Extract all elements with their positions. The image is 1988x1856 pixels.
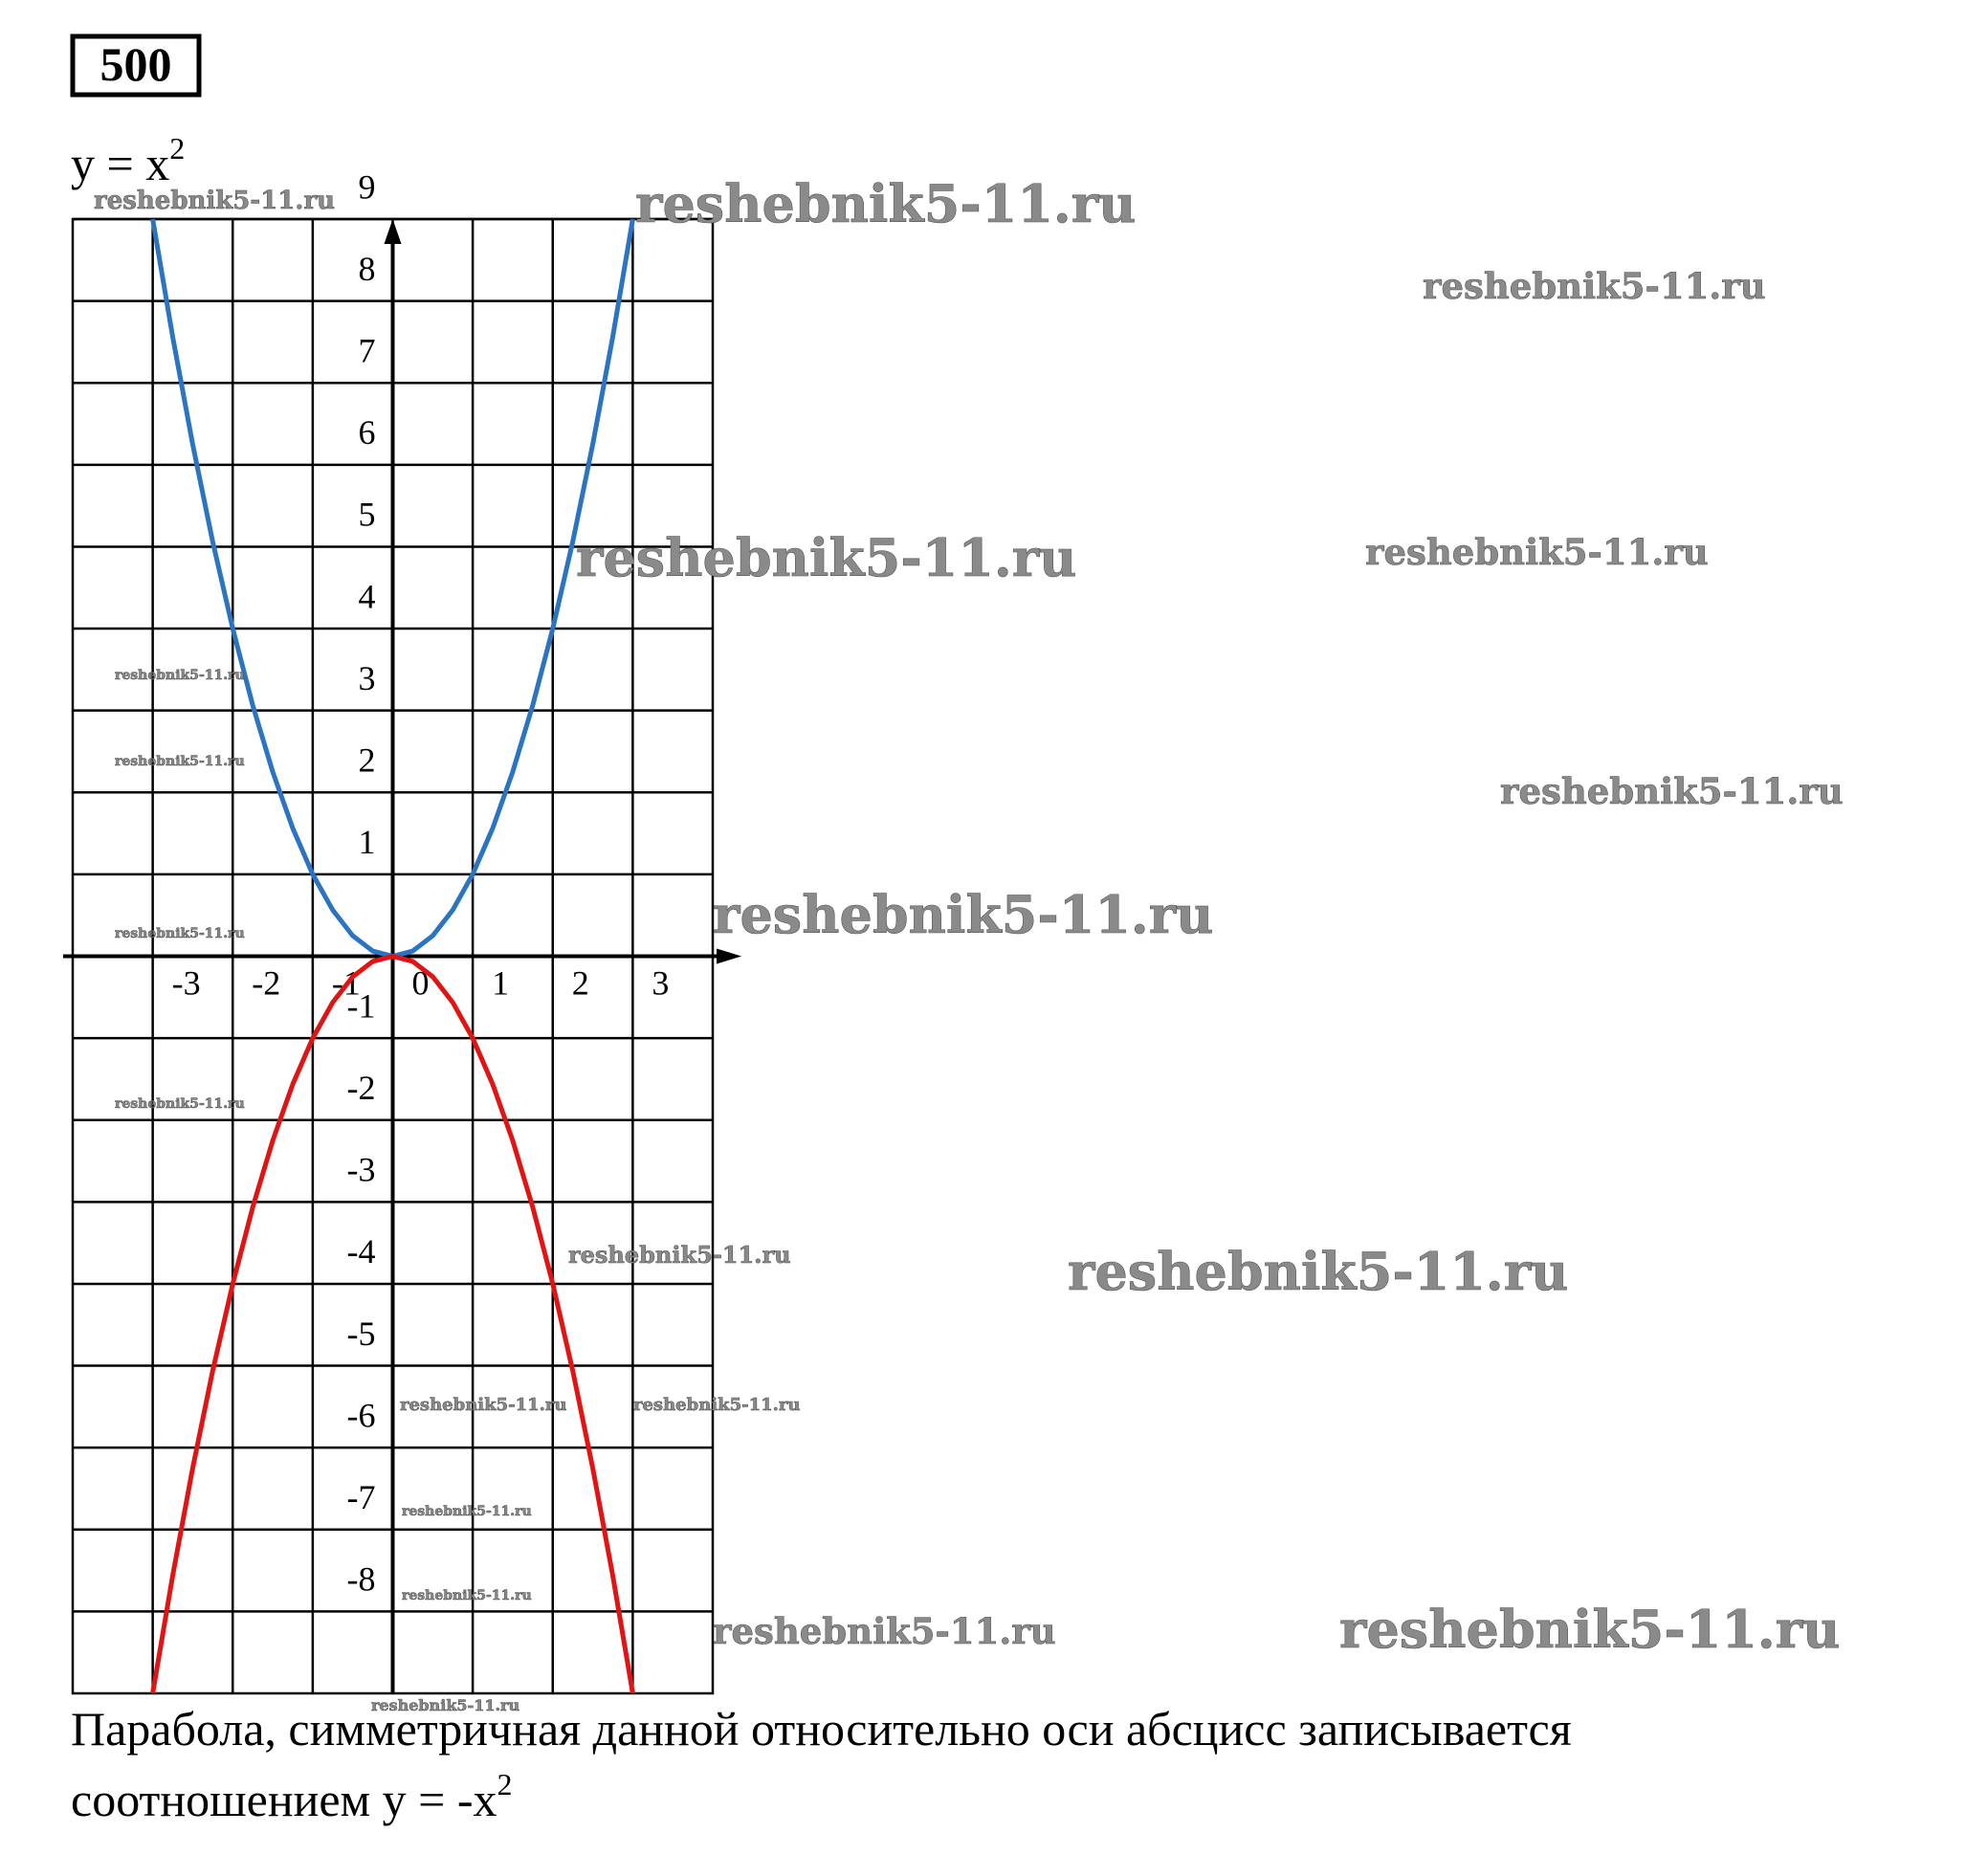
caption-text: соотношением y = -x	[71, 1773, 497, 1826]
watermark: reshebnik5-11.ru	[115, 1096, 245, 1112]
y-tick-label: 1	[359, 823, 376, 861]
y-tick-label: 7	[359, 331, 376, 369]
watermark: reshebnik5-11.ru	[115, 754, 245, 769]
watermark: reshebnik5-11.ru	[400, 1395, 566, 1415]
watermark: reshebnik5-11.ru	[1365, 531, 1709, 573]
watermark: reshebnik5-11.ru	[568, 1241, 791, 1269]
y-tick-label: -6	[347, 1396, 376, 1434]
watermark: reshebnik5-11.ru	[94, 187, 335, 215]
y-tick-label: -1	[347, 986, 376, 1025]
y-axis-arrow	[384, 219, 402, 244]
watermark: reshebnik5-11.ru	[633, 1395, 800, 1415]
watermark: reshebnik5-11.ru	[1339, 1599, 1840, 1660]
watermark: reshebnik5-11.ru	[635, 173, 1136, 234]
y-tick-label: -3	[347, 1151, 376, 1189]
watermark: reshebnik5-11.ru	[402, 1504, 532, 1519]
x-tick-label: 2	[572, 964, 589, 1003]
formula-text: y = x	[71, 137, 169, 190]
problem-number: 500	[100, 37, 172, 91]
y-tick-label: 4	[359, 577, 376, 615]
watermark: reshebnik5-11.ru	[576, 527, 1076, 588]
caption-exponent: 2	[497, 1767, 513, 1801]
y-tick-label: 6	[359, 413, 376, 452]
watermark: reshebnik5-11.ru	[115, 668, 245, 683]
caption-line: Парабола, симметричная данной относитель…	[71, 1702, 1572, 1756]
y-tick-label: 5	[359, 496, 376, 534]
y-tick-label: 2	[359, 741, 376, 780]
y-tick-label: -5	[347, 1315, 376, 1353]
watermark: reshebnik5-11.ru	[1068, 1241, 1568, 1302]
watermark: reshebnik5-11.ru	[402, 1588, 532, 1603]
formula-exponent: 2	[169, 131, 185, 166]
watermark: reshebnik5-11.ru	[713, 1610, 1056, 1652]
formula: y = x2	[71, 131, 185, 190]
x-tick-label: 1	[492, 964, 509, 1003]
y-tick-label: -2	[347, 1069, 376, 1107]
curve	[150, 953, 635, 1694]
y-tick-label: -8	[347, 1560, 376, 1599]
x-tick-label: -3	[172, 964, 201, 1003]
watermark: reshebnik5-11.ru	[1500, 770, 1844, 812]
watermark: reshebnik5-11.ru	[713, 884, 1213, 945]
x-tick-label: -2	[252, 964, 280, 1003]
y-tick-label: 9	[359, 167, 376, 206]
number-box	[70, 33, 202, 98]
y-tick-label: -4	[347, 1232, 376, 1270]
caption-line: соотношением y = -x2	[71, 1767, 513, 1826]
x-axis-arrow	[717, 948, 741, 964]
watermark: reshebnik5-11.ru	[371, 1696, 519, 1714]
x-tick-label: 3	[652, 964, 669, 1003]
y-tick-label: 3	[359, 659, 376, 697]
watermark: reshebnik5-11.ru	[1423, 265, 1766, 307]
watermark: reshebnik5-11.ru	[115, 926, 245, 941]
y-tick-label: -7	[347, 1478, 376, 1516]
y-tick-label: 8	[359, 250, 376, 288]
